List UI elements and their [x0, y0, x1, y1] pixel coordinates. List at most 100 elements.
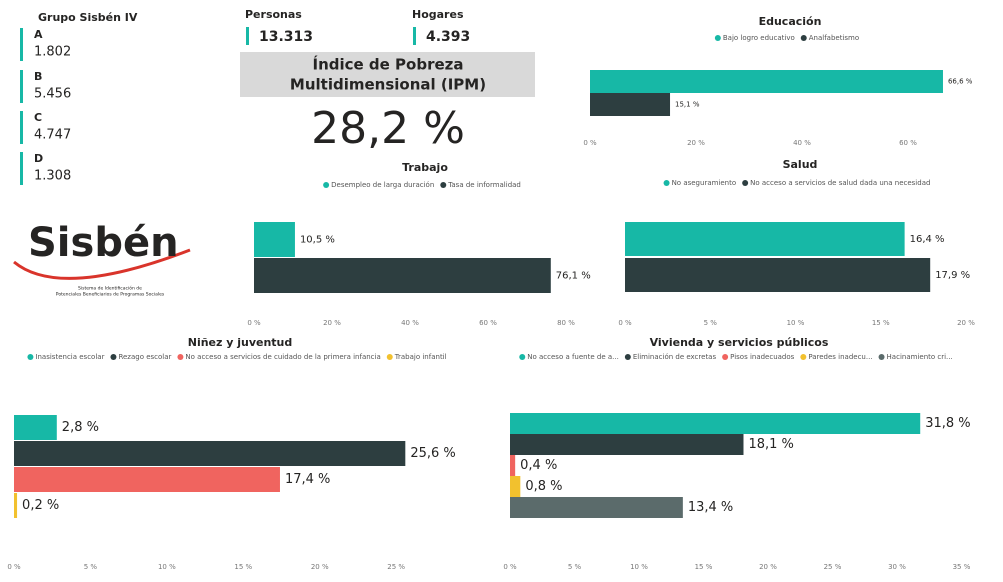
- legend: Desempleo de larga duración Tasa de infor…: [323, 181, 521, 189]
- chart-title: Salud: [783, 158, 818, 171]
- logo-name: Sisbén: [28, 220, 179, 266]
- legend: No acceso a fuente de a... Eliminación de…: [519, 353, 953, 361]
- legend-swatch: [110, 354, 117, 360]
- bar-label: 66,6 %: [948, 78, 973, 86]
- legend-swatch: [440, 182, 447, 188]
- x-tick-label: 5 %: [568, 563, 582, 571]
- bar: [510, 455, 516, 476]
- bar-label: 25,6 %: [410, 446, 455, 461]
- legend-swatch: [878, 354, 885, 360]
- bar-label: 18,1 %: [748, 437, 793, 452]
- card-label: B: [34, 70, 42, 83]
- ipm-title: Multidimensional (IPM): [290, 76, 486, 94]
- legend: Bajo logro educativo Analfabetismo: [714, 34, 859, 42]
- card-value: 5.456: [34, 87, 71, 102]
- legend-label: Inasistencia escolar: [35, 353, 104, 361]
- legend-label: No acceso a servicios de cuidado de la p…: [185, 353, 380, 361]
- bar: [625, 258, 931, 292]
- x-tick-label: 80 %: [557, 319, 575, 327]
- x-tick-label: 15 %: [234, 563, 252, 571]
- bar: [14, 467, 280, 492]
- x-tick-label: 10 %: [630, 563, 648, 571]
- kpi-label: Personas: [245, 8, 302, 21]
- chart-title: Educación: [759, 15, 822, 28]
- legend-label: Analfabetismo: [809, 34, 859, 42]
- legend-swatch: [519, 354, 526, 360]
- legend-label: Hacinamiento cri...: [887, 353, 953, 361]
- bar-label: 0,4 %: [520, 458, 557, 473]
- bar-label: 15,1 %: [675, 101, 700, 109]
- x-tick-label: 15 %: [872, 319, 890, 327]
- kpi-accent: [246, 27, 249, 45]
- card-accent: [20, 28, 23, 61]
- card-value: 4.747: [34, 128, 71, 143]
- bar-label: 0,8 %: [525, 479, 562, 494]
- ipm-title: Índice de Pobreza: [312, 55, 463, 74]
- legend-label: Pisos inadecuados: [730, 353, 795, 361]
- legend-label: Trabajo infantil: [394, 353, 447, 361]
- card-label: A: [34, 28, 43, 41]
- kpi-value: 13.313: [259, 29, 313, 45]
- legend-label: No acceso a fuente de a...: [527, 353, 619, 361]
- bar-label: 10,5 %: [300, 235, 335, 246]
- bar-label: 76,1 %: [556, 271, 591, 282]
- bar: [14, 441, 406, 466]
- bar-label: 31,8 %: [925, 416, 970, 431]
- legend-label: Bajo logro educativo: [723, 34, 795, 42]
- legend-swatch: [663, 180, 670, 186]
- x-tick-label: 0 %: [7, 563, 21, 571]
- x-tick-label: 10 %: [787, 319, 805, 327]
- bar: [510, 434, 744, 455]
- bar: [254, 222, 295, 257]
- card-value: 1.802: [34, 45, 71, 60]
- group-title: Grupo Sisbén IV: [38, 11, 138, 24]
- kpi-accent: [413, 27, 416, 45]
- kpi-value: 4.393: [426, 29, 470, 45]
- bar: [590, 93, 671, 116]
- bar-label: 0,2 %: [22, 498, 59, 513]
- legend-swatch: [714, 35, 721, 41]
- bar: [254, 258, 551, 293]
- bar: [510, 413, 921, 434]
- card-value: 1.308: [34, 169, 71, 184]
- x-tick-label: 40 %: [793, 139, 811, 147]
- x-tick-label: 20 %: [311, 563, 329, 571]
- x-tick-label: 20 %: [687, 139, 705, 147]
- legend-swatch: [177, 354, 184, 360]
- chart-title: Trabajo: [402, 161, 448, 174]
- x-tick-label: 25 %: [824, 563, 842, 571]
- bar-label: 16,4 %: [910, 234, 945, 245]
- card-label: C: [34, 111, 42, 124]
- x-tick-label: 30 %: [888, 563, 906, 571]
- legend: No aseguramiento No acceso a servicios de…: [663, 179, 930, 187]
- x-tick-label: 0 %: [503, 563, 517, 571]
- x-tick-label: 0 %: [247, 319, 261, 327]
- legend-label: Paredes inadecu...: [808, 353, 872, 361]
- bar-label: 17,9 %: [935, 270, 970, 281]
- logo-subtitle: Sistema de Identificación de: [78, 285, 142, 292]
- bar: [625, 222, 905, 256]
- legend-swatch: [323, 182, 330, 188]
- bar: [510, 497, 683, 518]
- bar-label: 17,4 %: [285, 472, 330, 487]
- legend-label: Rezago escolar: [118, 353, 171, 361]
- bar-label: 2,8 %: [62, 420, 99, 435]
- ipm-box: [240, 52, 535, 97]
- x-tick-label: 25 %: [387, 563, 405, 571]
- card-accent: [20, 70, 23, 103]
- legend-label: Eliminación de excretas: [633, 353, 717, 361]
- bar: [14, 415, 57, 440]
- x-tick-label: 0 %: [618, 319, 632, 327]
- ipm-value: 28,2 %: [311, 103, 465, 154]
- chart-title: Vivienda y servicios públicos: [650, 336, 829, 349]
- x-tick-label: 5 %: [84, 563, 98, 571]
- legend-swatch: [27, 354, 34, 360]
- x-tick-label: 0 %: [583, 139, 597, 147]
- x-tick-label: 15 %: [695, 563, 713, 571]
- legend: Inasistencia escolar Rezago escolar No acc…: [27, 353, 447, 361]
- logo-swoosh: [13, 248, 191, 280]
- legend-swatch: [800, 354, 807, 360]
- x-tick-label: 35 %: [953, 563, 971, 571]
- x-tick-label: 10 %: [158, 563, 176, 571]
